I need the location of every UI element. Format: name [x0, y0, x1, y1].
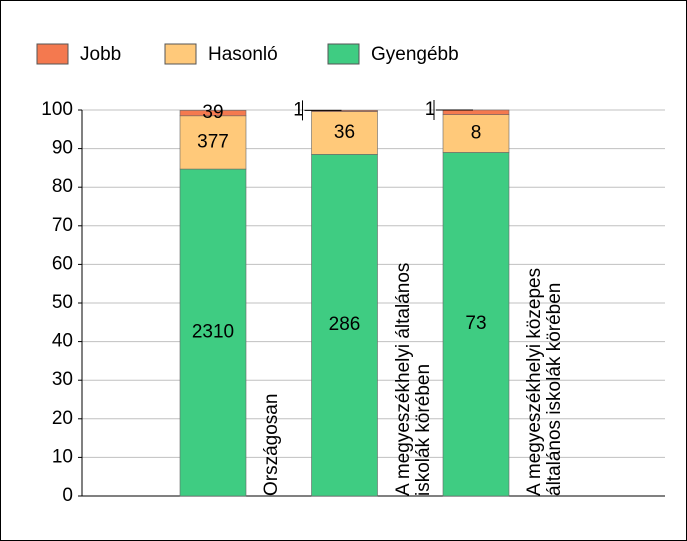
x-category-label: A megyeszékhelyi közepes általános iskol…	[524, 267, 565, 496]
y-tick-label: 90	[52, 138, 73, 159]
data-label: 286	[329, 314, 361, 335]
data-label: 73	[465, 313, 486, 334]
y-tick-label: 80	[52, 176, 73, 197]
bar-segment	[179, 110, 247, 117]
legend-swatch	[327, 43, 360, 65]
y-tick-label: 20	[52, 408, 73, 429]
y-tick-label: 0	[62, 485, 73, 506]
legend-label: Jobb	[80, 44, 121, 65]
y-tick-label: 100	[41, 99, 73, 120]
bar-segment	[442, 109, 510, 115]
data-label: 1	[425, 99, 436, 120]
data-label: 377	[197, 131, 229, 152]
data-label: 2310	[192, 322, 234, 343]
data-label: 39	[202, 102, 223, 123]
data-label: 36	[334, 122, 355, 143]
data-label: 8	[471, 123, 482, 144]
y-tick-label: 70	[52, 215, 73, 236]
x-category-label: A megyeszékhelyi általános iskolák köréb…	[392, 262, 434, 496]
y-tick-label: 30	[52, 369, 73, 390]
bar-segment	[311, 110, 378, 112]
x-category-label: Országosan	[261, 393, 282, 496]
y-tick-label: 60	[52, 253, 73, 274]
legend-swatch	[36, 43, 69, 65]
legend-swatch	[164, 43, 197, 65]
bar-segment	[442, 114, 510, 153]
data-label: 1	[293, 99, 304, 120]
bar-segment	[179, 168, 247, 497]
y-tick-label: 50	[52, 292, 73, 313]
legend-label: Gyengébb	[371, 44, 459, 65]
bar-segment	[442, 152, 510, 497]
y-tick-label: 40	[52, 331, 73, 352]
y-tick-label: 10	[52, 446, 73, 467]
legend-label: Hasonló	[208, 44, 278, 65]
bar-segment	[311, 154, 378, 497]
